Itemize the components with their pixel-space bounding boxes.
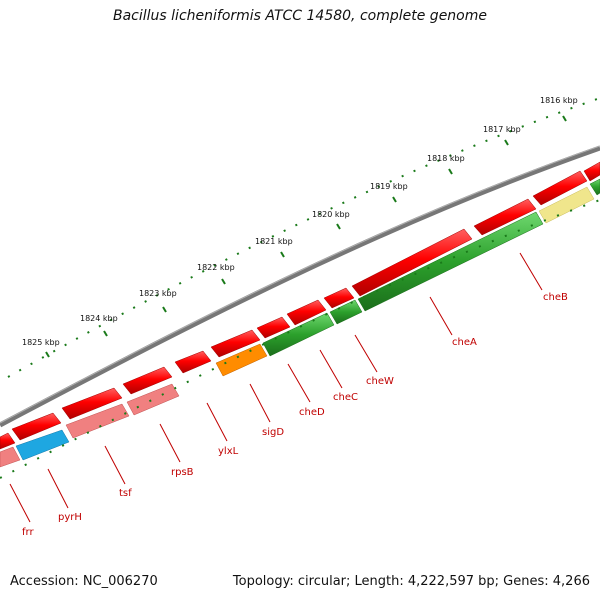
gene-label-cheC: cheC	[333, 392, 358, 403]
gene-label-frr: frr	[22, 527, 34, 538]
ruler-tick	[562, 115, 567, 122]
leader-pyrH	[47, 468, 69, 509]
cds-arrow	[323, 287, 355, 309]
ruler-tick	[504, 139, 509, 146]
leader-cheB	[519, 252, 543, 291]
cds-arrow	[122, 366, 173, 395]
gene-label-sigD: sigD	[262, 427, 284, 438]
ruler-major-ticks	[45, 115, 567, 358]
leader-cheD	[287, 363, 311, 403]
cds-arrow	[256, 316, 291, 339]
ruler-tick	[336, 223, 341, 230]
leader-cheA	[429, 296, 453, 336]
band-yellow	[538, 186, 595, 224]
accession-text: Accession: NC_006270	[10, 574, 158, 589]
cds-arrow	[583, 161, 600, 182]
cds-arrow	[174, 350, 212, 374]
band-green-cheC-cheD	[262, 312, 335, 357]
genome-backbone-highlight	[0, 145, 600, 424]
gene-leader-lines	[9, 252, 543, 523]
band-pink-rpsB	[126, 383, 180, 416]
band-pink-tsf	[65, 403, 130, 439]
gene-label-rpsB: rpsB	[171, 467, 194, 478]
ruler-label-1818: 1818 kbp	[427, 154, 465, 163]
gene-label-cheD: cheD	[299, 407, 325, 418]
ruler-tick	[392, 196, 397, 203]
band-green-cheW	[329, 299, 363, 325]
band-orange-sigD	[215, 343, 268, 377]
leader-frr	[9, 483, 31, 523]
topology-text: Topology: circular; Length: 4,222,597 bp…	[232, 574, 590, 589]
leader-cheC	[319, 349, 343, 389]
genome-backbone	[0, 145, 600, 428]
ruler-tick	[162, 306, 167, 313]
gene-label-ylxL: ylxL	[218, 446, 239, 457]
ruler-label-1823: 1823 kbp	[139, 289, 177, 298]
ruler-label-1816: 1816 kbp	[540, 96, 578, 105]
cds-arrow	[286, 299, 327, 326]
map-title: Bacillus licheniformis ATCC 14580, compl…	[113, 8, 487, 24]
cds-features	[0, 161, 600, 450]
cds-arrow	[532, 170, 588, 206]
ruler-label-1819: 1819 kbp	[370, 182, 408, 191]
ruler-tick	[103, 330, 108, 337]
cds-arrow	[61, 387, 123, 420]
cds-arrow	[473, 198, 537, 236]
cog-bands	[0, 178, 600, 468]
cds-arrow	[11, 412, 62, 441]
leader-rpsB	[159, 423, 181, 463]
gene-label-pyrH: pyrH	[58, 512, 82, 523]
gene-label-cheB: cheB	[543, 292, 568, 303]
ruler-label-1825: 1825 kbp	[22, 338, 60, 347]
gene-label-cheW: cheW	[366, 376, 394, 387]
cds-arrow	[351, 228, 473, 297]
leader-ylxL	[206, 402, 228, 442]
band-green	[589, 178, 600, 196]
cds-arrow	[210, 329, 261, 358]
ruler-label-1822: 1822 kbp	[197, 263, 235, 272]
ruler-label-1824: 1824 kbp	[80, 314, 118, 323]
ruler-label-1820: 1820 kbp	[312, 210, 350, 219]
ruler-label-1817: 1817 kbp	[483, 125, 521, 134]
cds-arrow	[0, 432, 16, 450]
gene-label-tsf: tsf	[119, 488, 132, 499]
leader-sigD	[249, 383, 271, 423]
band-pink-frr	[0, 446, 21, 468]
ruler-tick	[448, 168, 453, 175]
ruler-tick	[221, 278, 226, 285]
band-green-cheB-cheA	[357, 211, 544, 312]
gene-label-cheA: cheA	[452, 337, 477, 348]
ruler-tick	[45, 351, 50, 358]
band-blue-pyrH	[15, 429, 70, 461]
leader-tsf	[104, 445, 126, 485]
leader-cheW	[354, 334, 378, 373]
ruler-label-1821: 1821 kbp	[255, 237, 293, 246]
ruler-tick	[280, 251, 285, 258]
